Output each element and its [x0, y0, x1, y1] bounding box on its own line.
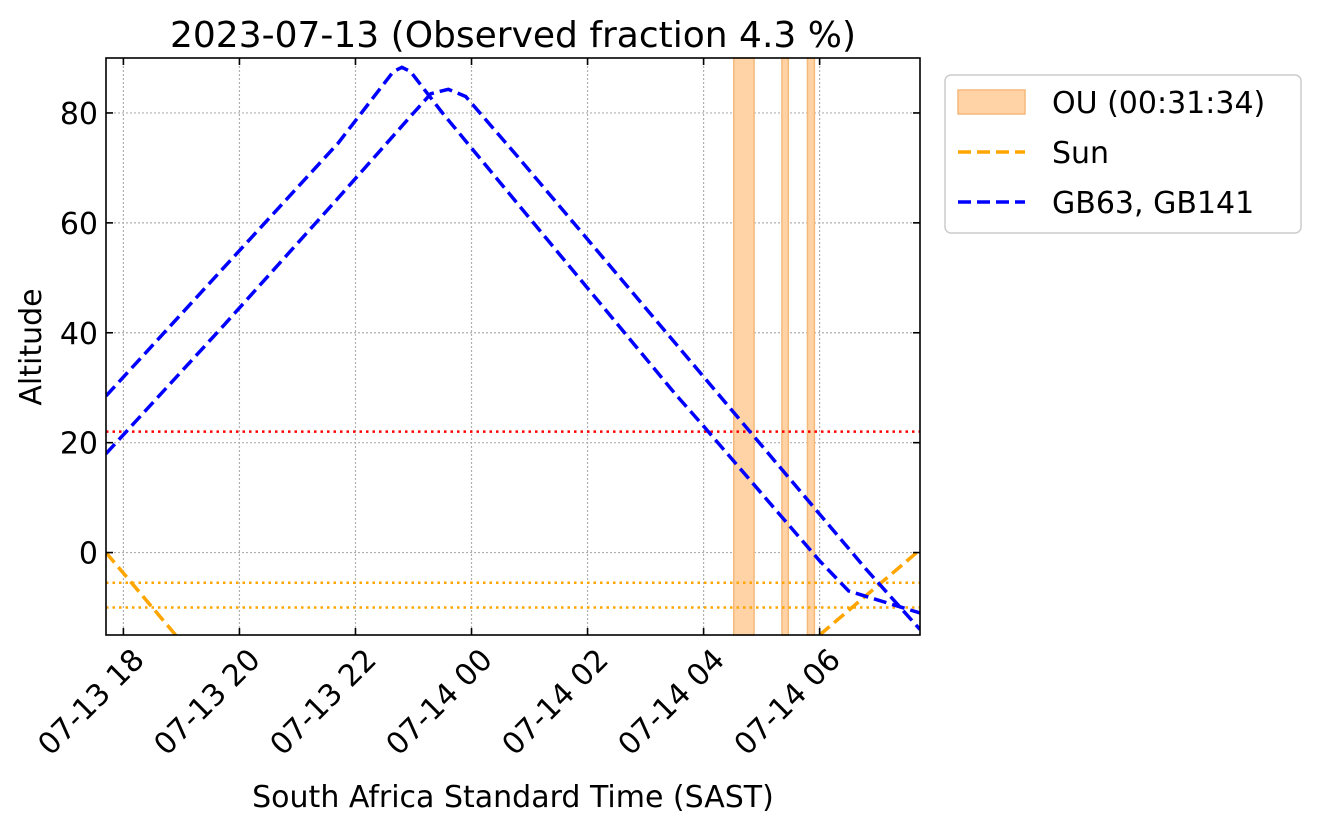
target-line	[106, 65, 920, 615]
series-lines	[106, 65, 920, 635]
legend-label-ou: OU (00:31:34)	[1052, 86, 1265, 121]
y-tick-label: 40	[60, 317, 98, 352]
legend-box	[944, 74, 1302, 234]
observed-window	[781, 57, 790, 636]
x-tick-label: 07-14 06	[728, 642, 848, 762]
x-tick-label: 07-14 04	[612, 642, 732, 762]
y-axis-label: Altitude	[14, 288, 49, 405]
legend: OU (00:31:34) Sun GB63, GB141	[944, 74, 1302, 234]
chart-title: 2023-07-13 (Observed fraction 4.3 %)	[170, 15, 856, 56]
sun-line	[818, 548, 920, 635]
x-tick-label: 07-13 20	[147, 642, 267, 762]
target-line	[106, 87, 920, 631]
x-tick-label: 07-14 00	[380, 642, 500, 762]
y-tick-label: 60	[60, 207, 98, 242]
observed-windows	[733, 57, 816, 636]
sun-line	[106, 551, 177, 635]
y-tick-label: 20	[60, 427, 98, 462]
x-tick-label: 07-14 02	[496, 642, 616, 762]
y-tick-labels: 0 20 40 60 80	[60, 97, 98, 572]
x-axis-label: South Africa Standard Time (SAST)	[252, 780, 774, 815]
y-tick-label: 0	[79, 537, 98, 572]
axes-frame	[105, 57, 921, 636]
y-tick-label: 80	[60, 97, 98, 132]
grid	[106, 58, 920, 635]
x-tick-label: 07-13 18	[31, 642, 151, 762]
observed-window	[733, 57, 755, 636]
legend-swatch-ou	[957, 89, 1026, 115]
x-tick-label: 07-13 22	[263, 642, 383, 762]
legend-label-targets: GB63, GB141	[1052, 186, 1254, 221]
reference-lines	[106, 430, 920, 609]
legend-label-sun: Sun	[1052, 136, 1109, 171]
axes-frame-rect	[105, 57, 921, 636]
